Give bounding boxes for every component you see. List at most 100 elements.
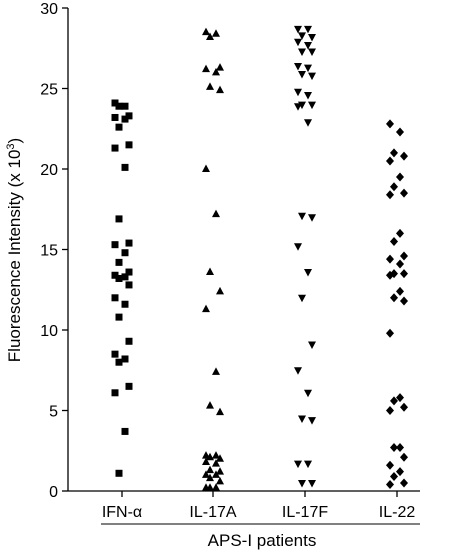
data-point-il17a — [206, 82, 214, 90]
x-axis: IFN-α IL-17A IL-17F IL-22 — [68, 490, 420, 525]
data-point-ifn — [115, 469, 123, 477]
data-point-ifn — [125, 268, 133, 276]
data-point-il22 — [400, 251, 408, 261]
data-point-il17f — [308, 72, 316, 81]
data-point-il17f — [304, 42, 312, 50]
data-point-il17f — [298, 212, 306, 221]
y-axis-label-superscript: 3 — [5, 143, 17, 149]
data-point-ifn — [121, 355, 129, 363]
data-point-il17a — [202, 304, 210, 313]
data-point-il22 — [386, 406, 394, 415]
data-point-il17a — [216, 85, 224, 94]
data-point-il17a — [212, 67, 220, 76]
x-tick-label: IFN-α — [102, 504, 142, 521]
data-point-ifn — [115, 258, 123, 266]
data-point-il22 — [396, 127, 404, 137]
data-point-ifn — [121, 300, 129, 308]
data-point-il22 — [396, 286, 404, 296]
data-point-il17f — [298, 415, 306, 424]
data-point-il22 — [396, 467, 404, 477]
y-tick-label: 0 — [49, 484, 58, 501]
data-point-il17a — [212, 483, 220, 491]
data-point-il17a — [212, 367, 220, 375]
data-point-il17a — [212, 451, 220, 459]
data-point-ifn — [125, 112, 133, 120]
data-point-il22 — [390, 472, 398, 482]
data-point-il17f — [308, 417, 316, 425]
data-point-il17f — [298, 294, 306, 303]
data-point-ifn — [121, 273, 129, 281]
data-point-il22 — [386, 254, 394, 264]
data-point-ifn — [111, 113, 119, 121]
data-point-il17a — [206, 483, 214, 491]
data-point-il22 — [386, 156, 394, 166]
x-ticks: IFN-α IL-17A IL-17F IL-22 — [102, 491, 416, 521]
data-point-ifn — [125, 239, 133, 247]
data-point-il17a — [216, 454, 224, 462]
data-point-il22 — [386, 328, 394, 338]
data-point-ifn — [121, 163, 129, 171]
y-ticks: 0 5 10 15 20 25 30 — [40, 1, 68, 501]
data-point-il17a — [202, 64, 210, 73]
data-point-ifn — [111, 389, 119, 397]
data-point-il17a — [206, 465, 214, 474]
y-tick-label: 20 — [40, 162, 58, 179]
data-point-il22 — [396, 259, 404, 269]
data-point-il22 — [400, 269, 408, 279]
data-point-ifn — [115, 123, 123, 131]
data-point-il17a — [202, 27, 210, 36]
data-point-ifn — [115, 102, 123, 110]
data-point-il22 — [386, 190, 394, 200]
data-point-il17a — [212, 209, 220, 218]
data-point-il17f — [298, 479, 306, 488]
data-point-il17f — [298, 32, 306, 40]
data-point-il17a — [216, 467, 224, 475]
data-point-il17a — [202, 470, 210, 478]
data-point-il17f — [308, 101, 316, 110]
data-point-ifn — [125, 281, 133, 289]
data-point-il17f — [294, 460, 302, 469]
y-tick-label: 15 — [40, 243, 58, 260]
data-point-il17a — [206, 401, 214, 409]
data-point-il17f — [308, 341, 316, 349]
y-tick-label: 10 — [40, 323, 58, 340]
data-point-ifn — [111, 350, 119, 358]
data-point-il17f — [308, 214, 316, 222]
data-point-il22 — [400, 151, 408, 161]
data-point-ifn — [125, 141, 133, 149]
data-point-ifn — [125, 382, 133, 390]
data-point-il22 — [390, 396, 398, 406]
data-point-ifn — [115, 274, 123, 282]
data-point-il22 — [400, 296, 408, 306]
y-tick-label: 5 — [49, 404, 58, 421]
data-point-il17a — [202, 457, 210, 466]
data-point-ifn — [115, 313, 123, 321]
y-axis-label-main: Fluorescence Intensity (x 10 — [5, 150, 24, 363]
data-point-il22 — [396, 443, 404, 453]
data-point-ifn — [111, 241, 119, 249]
data-point-il22 — [400, 452, 408, 462]
data-point-il22 — [386, 460, 394, 470]
x-tick-label: IL-17A — [189, 504, 236, 521]
data-point-ifn — [121, 249, 129, 257]
y-tick-label: 30 — [40, 1, 58, 18]
data-point-il22 — [390, 236, 398, 246]
data-point-il17f — [304, 119, 312, 127]
data-point-il22 — [386, 119, 394, 129]
data-point-il22 — [396, 172, 404, 182]
x-tick-label: IL-17F — [282, 504, 328, 521]
data-point-il17a — [202, 164, 210, 172]
data-point-il22 — [396, 228, 404, 238]
data-points — [111, 25, 408, 491]
data-point-il17f — [304, 64, 312, 73]
data-point-il17a — [212, 29, 220, 37]
x-axis-label: APS-I patients — [208, 531, 317, 550]
data-point-ifn — [115, 358, 123, 366]
data-point-il22 — [390, 148, 398, 158]
y-axis: 0 5 10 15 20 25 30 — [40, 1, 69, 501]
x-tick-label: IL-22 — [379, 504, 416, 521]
data-point-ifn — [111, 271, 119, 279]
data-point-il17f — [304, 91, 312, 100]
data-point-il17a — [216, 407, 224, 416]
